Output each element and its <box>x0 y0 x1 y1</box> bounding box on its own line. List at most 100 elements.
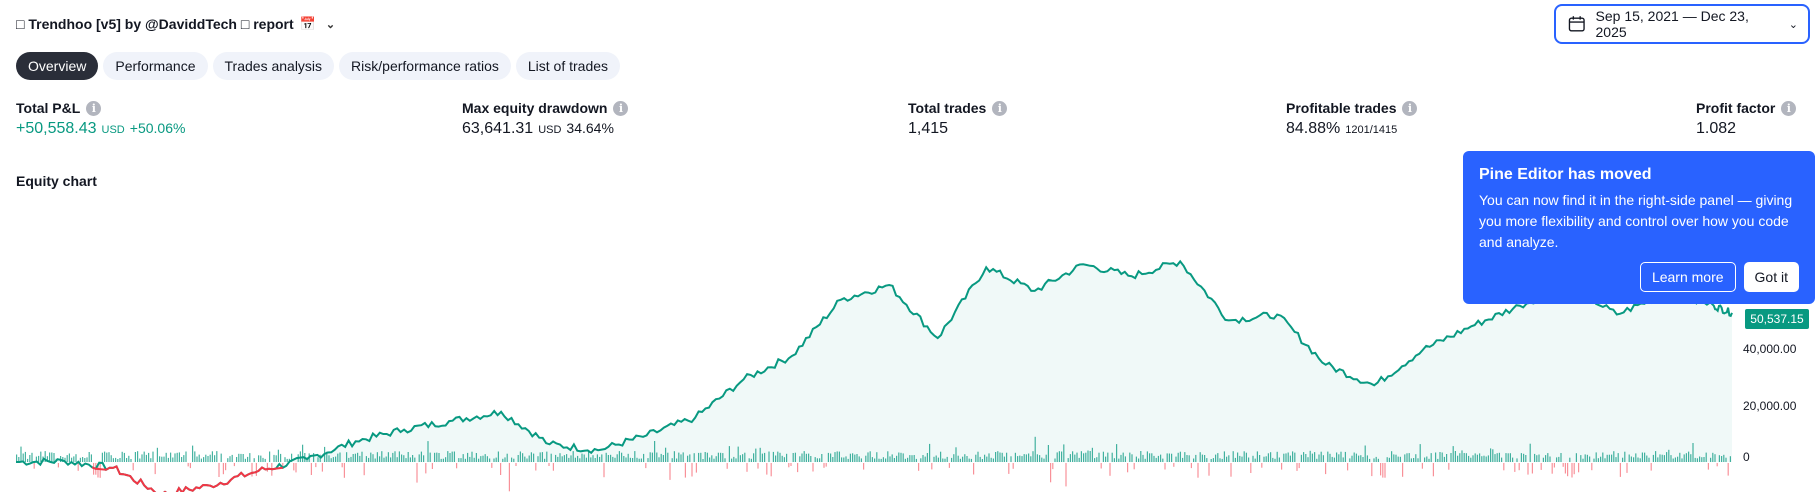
win-trade-bar <box>1248 457 1250 462</box>
win-trade-bar <box>273 454 275 462</box>
report-title-selector[interactable]: □ Trendhoo [v5] by @DaviddTech □ report … <box>16 12 335 36</box>
y-tick-label: 0 <box>1743 450 1750 464</box>
loss-trade-bar <box>491 463 493 468</box>
win-trade-bar <box>1146 451 1148 462</box>
win-trade-bar <box>1584 454 1586 462</box>
loss-trade-bar <box>1190 463 1192 469</box>
win-trade-bar <box>636 457 638 462</box>
equity-chart[interactable] <box>0 190 1815 492</box>
win-trade-bar <box>838 451 840 462</box>
info-icon[interactable]: i <box>86 100 102 116</box>
win-trade-bar <box>1459 453 1461 462</box>
win-trade-bar <box>385 456 387 462</box>
loss-trade-bar <box>1347 463 1349 471</box>
win-trade-bar <box>1404 454 1406 462</box>
win-trade-bar <box>1028 453 1030 462</box>
win-trade-bar <box>381 451 383 462</box>
win-trade-bar <box>1206 458 1208 462</box>
loss-trade-bar <box>684 463 686 478</box>
win-trade-bar <box>440 458 442 462</box>
win-trade-bar <box>1712 452 1714 462</box>
tab-list-of-trades[interactable]: List of trades <box>515 52 621 80</box>
win-trade-bar <box>1637 457 1639 462</box>
loss-trade-bar <box>500 463 502 475</box>
win-trade-bar <box>1545 455 1547 462</box>
info-icon[interactable]: i <box>992 100 1008 116</box>
win-trade-bar <box>1600 456 1602 462</box>
loss-trade-bar <box>515 463 517 466</box>
win-trade-bar <box>244 458 246 462</box>
win-trade-bar <box>893 458 895 462</box>
date-range-picker[interactable]: Sep 15, 2021 — Dec 23, 2025 ⌄ <box>1554 4 1810 44</box>
win-trade-bar <box>429 452 431 462</box>
date-range-label: Sep 15, 2021 — Dec 23, 2025 <box>1595 8 1749 40</box>
win-trade-bar <box>638 458 640 462</box>
win-trade-bar <box>1168 453 1170 462</box>
win-trade-bar <box>1314 452 1316 462</box>
win-trade-bar <box>1683 454 1685 462</box>
stat-label: Total P&L <box>16 100 81 116</box>
win-trade-bar <box>1375 456 1377 462</box>
tab-risk-performance-ratios[interactable]: Risk/performance ratios <box>339 52 511 80</box>
win-trade-bar <box>781 455 783 462</box>
stat-sub: 1201/1415 <box>1345 124 1398 136</box>
got-it-button[interactable]: Got it <box>1743 262 1799 292</box>
loss-trade-bar <box>1380 463 1382 476</box>
learn-more-button[interactable]: Learn more <box>1639 262 1736 292</box>
loss-trade-bar <box>1578 463 1580 473</box>
win-trade-bar <box>1270 452 1272 462</box>
tab-performance[interactable]: Performance <box>103 52 208 80</box>
win-trade-bar <box>398 451 400 462</box>
loss-trade-bar <box>1531 463 1533 474</box>
win-trade-bar <box>313 453 315 462</box>
win-trade-bar <box>79 457 81 462</box>
win-trade-bar <box>1120 454 1122 462</box>
win-trade-bar <box>1492 449 1494 462</box>
win-trade-bar <box>24 451 26 462</box>
win-trade-bar <box>71 457 73 462</box>
win-trade-bar <box>68 453 70 462</box>
win-trade-bar <box>192 445 194 462</box>
win-trade-bar <box>121 451 123 462</box>
win-trade-bar <box>1685 453 1687 462</box>
win-trade-bar <box>1661 454 1663 462</box>
win-trade-bar <box>75 454 77 462</box>
loss-trade-bar <box>1382 463 1384 478</box>
win-trade-bar <box>801 453 803 462</box>
win-trade-bar <box>616 454 618 462</box>
tab-trades-analysis[interactable]: Trades analysis <box>212 52 335 80</box>
win-trade-bar <box>141 454 143 462</box>
win-trade-bar <box>713 458 715 462</box>
win-trade-bar <box>242 454 244 462</box>
loss-trade-bar <box>233 463 235 467</box>
win-trade-bar <box>434 452 436 462</box>
loss-trade-bar <box>1707 463 1709 470</box>
win-trade-bar <box>761 453 763 462</box>
win-trade-bar <box>1507 453 1509 462</box>
win-trade-bar <box>1303 452 1305 462</box>
win-trade-bar <box>1534 453 1536 462</box>
win-trade-bar <box>1320 451 1322 462</box>
tab-overview[interactable]: Overview <box>16 52 99 80</box>
win-trade-bar <box>995 452 997 462</box>
loss-trade-bar <box>1503 463 1505 471</box>
win-trade-bar <box>955 447 957 462</box>
win-trade-bar <box>1729 456 1731 462</box>
win-trade-bar <box>220 453 222 462</box>
win-trade-bar <box>1333 457 1335 462</box>
win-trade-bar <box>561 456 563 462</box>
loss-trade-bar <box>1448 463 1450 470</box>
win-trade-bar <box>524 456 526 462</box>
win-trade-bar <box>18 457 20 462</box>
stat-value: 63,641.31 <box>462 120 534 137</box>
loss-trade-bar <box>726 463 728 469</box>
win-trade-bar <box>1085 452 1087 462</box>
win-trade-bar <box>1714 454 1716 462</box>
win-trade-bar <box>687 455 689 462</box>
loss-trade-bar <box>918 463 920 471</box>
info-icon[interactable]: i <box>1781 100 1797 116</box>
info-icon[interactable]: i <box>613 100 629 116</box>
win-trade-bar <box>885 458 887 462</box>
info-icon[interactable]: i <box>1402 100 1418 116</box>
win-trade-bar <box>755 448 757 462</box>
